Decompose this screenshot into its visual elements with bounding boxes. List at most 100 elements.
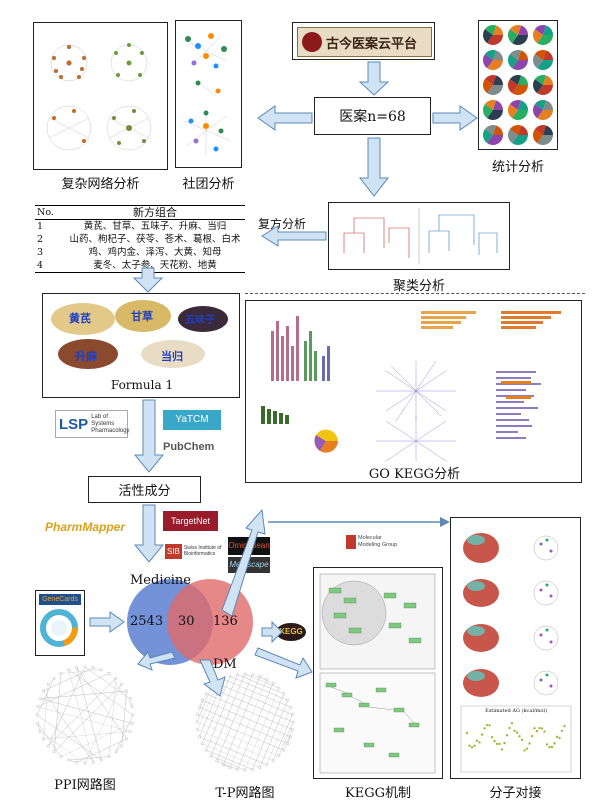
table-row: 2 山药、枸杞子、茯苓、苍术、葛根、白术	[37, 234, 241, 245]
network-edge	[68, 759, 77, 763]
docking-point	[495, 742, 499, 746]
network-node	[100, 758, 103, 762]
network-edge	[202, 743, 260, 768]
network-edge	[48, 678, 55, 685]
network-edge	[237, 683, 274, 770]
venn-left-label: Medicine	[130, 573, 191, 588]
network-node	[67, 668, 70, 672]
docking-point	[488, 724, 491, 727]
docking-point	[540, 727, 544, 730]
docking-point	[505, 734, 509, 737]
table-row: 3 鸡、鸡内金、泽泻、大黄、知母	[37, 247, 222, 258]
network-node	[52, 676, 56, 680]
pie-slice	[483, 79, 493, 94]
docking-point	[563, 724, 566, 728]
pie-slice	[508, 79, 518, 94]
herb-label-3: 五味子	[185, 315, 215, 326]
pie-slice	[534, 125, 547, 135]
network-node	[215, 759, 219, 763]
docking-point	[483, 727, 486, 730]
network-edge	[211, 687, 294, 723]
network-node	[291, 720, 295, 724]
arrow-down-icon	[132, 267, 164, 293]
docking-point	[490, 736, 494, 739]
network-node	[197, 735, 201, 739]
pie-slice	[534, 99, 547, 110]
network-node	[204, 748, 208, 752]
network-node	[67, 758, 70, 762]
network-edge	[39, 731, 86, 764]
network-node	[277, 754, 281, 758]
pie-slice	[508, 29, 518, 44]
pie-slice	[483, 104, 493, 119]
arrow-down-icon	[133, 504, 165, 563]
network-edge	[206, 674, 238, 751]
network-node	[271, 759, 275, 763]
pie-slice	[484, 50, 497, 60]
network-edge	[278, 721, 294, 756]
network-edge	[210, 673, 246, 756]
docking-point	[530, 734, 534, 738]
arrow-left-icon	[137, 650, 176, 671]
clustering-label: 聚类分析	[392, 279, 445, 294]
network-edge	[76, 738, 127, 763]
network-edge	[216, 683, 293, 715]
network-edge	[244, 673, 279, 689]
network-edge	[244, 688, 280, 771]
network-edge	[266, 707, 291, 765]
pie-slice	[518, 25, 528, 35]
pie-slice	[512, 60, 528, 71]
network-node	[228, 766, 232, 770]
prescription-label: 复方分析	[257, 217, 306, 231]
network-edge	[37, 723, 62, 757]
herb-label-5: 当归	[161, 350, 183, 363]
network-edge	[197, 729, 274, 761]
network-node	[286, 698, 290, 702]
table-row: 4 麦冬、太子参、天花粉、地黄	[35, 259, 245, 273]
network-node	[83, 665, 87, 669]
docking-point	[555, 735, 559, 739]
pie-slice	[537, 85, 553, 95]
network-node	[265, 763, 269, 767]
docking-point	[533, 727, 536, 730]
network-edge	[37, 673, 110, 707]
network-edge	[216, 760, 238, 770]
network-node	[59, 755, 63, 758]
network-node	[91, 666, 95, 670]
network-node	[286, 742, 290, 746]
network-edge	[68, 669, 94, 763]
network-node	[42, 737, 45, 741]
network-node	[221, 763, 225, 767]
network-node	[120, 744, 124, 748]
pie-slice	[533, 104, 543, 119]
pie-slice	[512, 85, 528, 96]
network-node	[42, 689, 45, 693]
network-edge	[37, 723, 41, 732]
arrow-right-icon	[89, 611, 125, 633]
arrow-right-icon	[440, 517, 450, 527]
network-node	[52, 750, 56, 754]
pie-slice	[493, 100, 503, 110]
network-edge	[202, 700, 291, 737]
arrow-down-icon	[199, 659, 226, 697]
network-edge	[206, 750, 253, 770]
network-node	[75, 760, 79, 764]
network-node	[196, 713, 199, 716]
docking-point	[543, 730, 546, 733]
network-node	[100, 668, 103, 672]
docking-point	[560, 729, 564, 732]
docking-point	[508, 726, 511, 730]
pie-slice	[484, 100, 497, 110]
pie-slice	[493, 50, 503, 60]
network-node	[265, 677, 269, 681]
network-node	[291, 728, 294, 731]
statistics-label: 统计分析	[491, 160, 544, 175]
herb-label-1: 黄芪	[69, 312, 91, 325]
pharmmapper-logo: PharmMapper	[45, 520, 126, 534]
go-kegg-panel: GO KEGG分析	[245, 300, 582, 483]
formula-table: No. 新方组合 1 黄芪、甘草、五味子、升麻、当归 2 山药、枸杞子、茯苓、苍术、…	[35, 205, 245, 273]
pie-slice	[493, 125, 503, 135]
network-edge	[53, 673, 62, 752]
network-node	[114, 750, 118, 754]
network-node	[251, 768, 254, 771]
